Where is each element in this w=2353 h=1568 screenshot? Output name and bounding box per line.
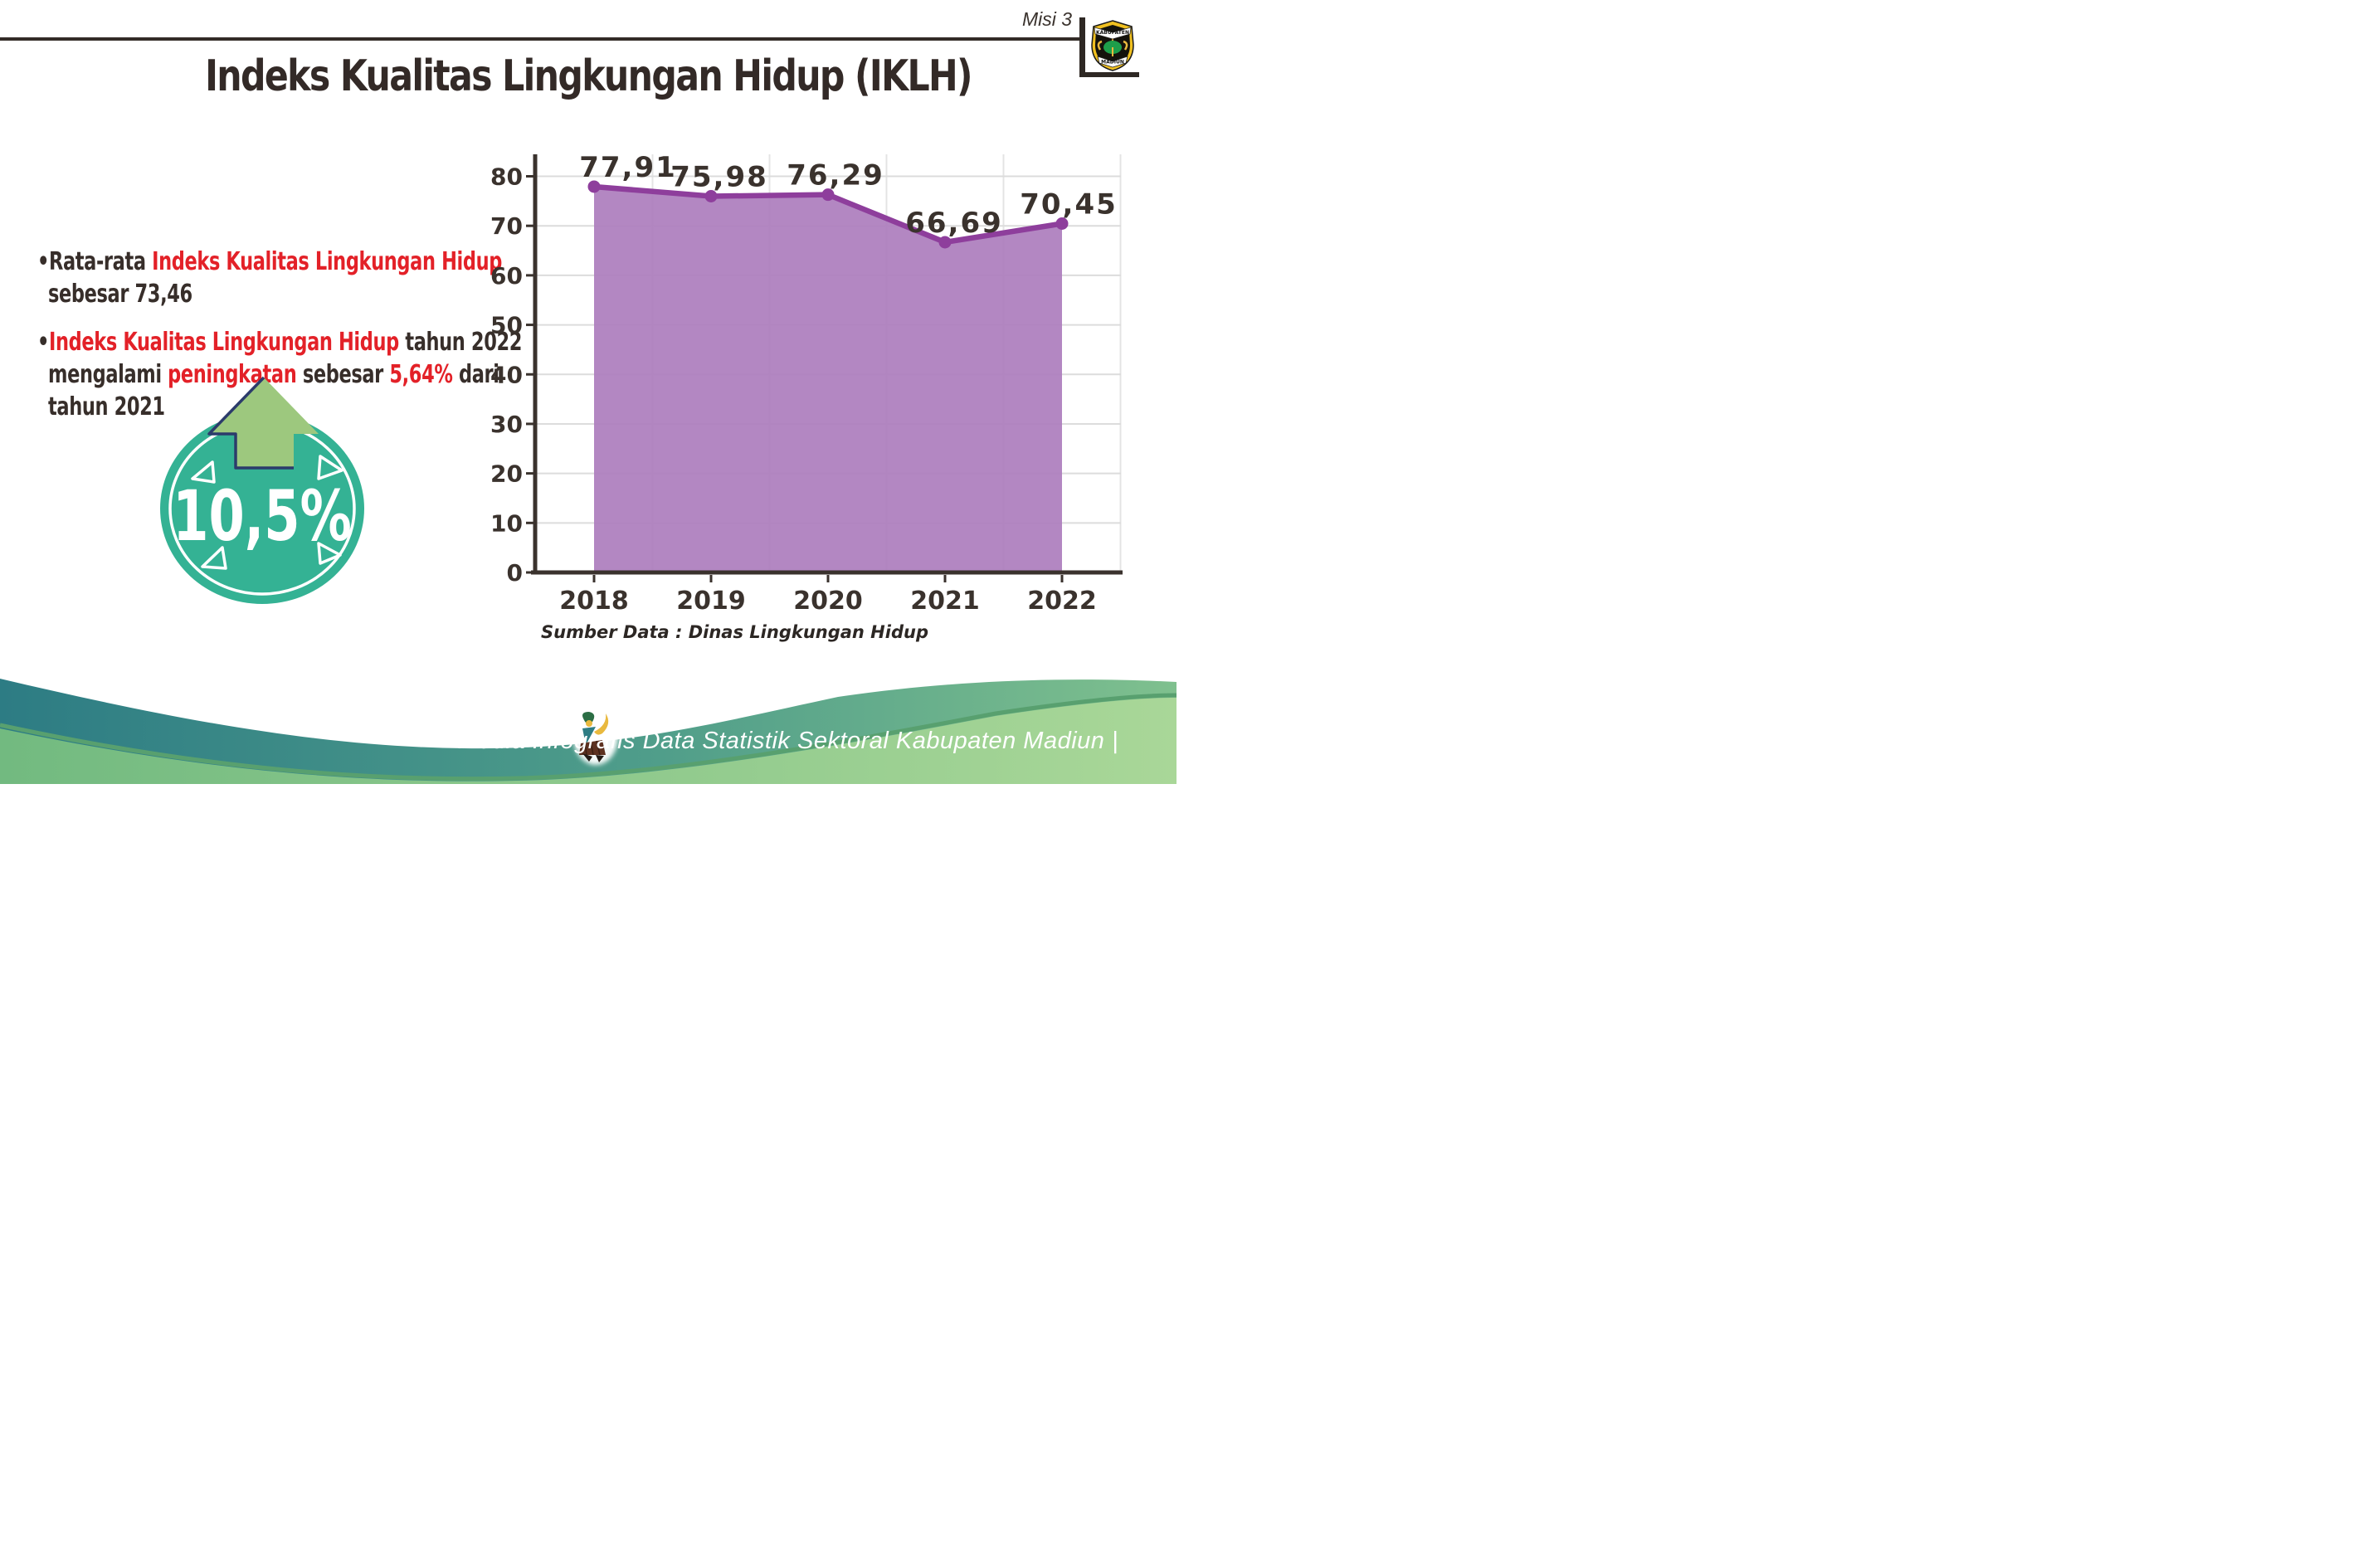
y-tick-label: 10 [490, 509, 523, 537]
x-tick-label: 2022 [1027, 587, 1097, 616]
value-label: 75,98 [670, 160, 768, 193]
footer-wave [0, 679, 1176, 784]
bullet-item-1-line-2: sebesar 73,46 [48, 280, 192, 309]
value-label: 77,91 [579, 151, 677, 184]
x-tick-label: 2021 [910, 587, 980, 616]
logo-frame-vertical [1079, 17, 1085, 77]
bullet-dot: • [37, 247, 50, 276]
logo-top-banner [1094, 27, 1132, 40]
chart-source-note: Sumber Data : Dinas Lingkungan Hidup [541, 622, 928, 642]
area-fill [594, 186, 1062, 573]
value-label: 70,45 [1020, 188, 1118, 222]
infographic-page: { "header": { "misi_label": "Misi 3", "t… [0, 0, 1176, 784]
x-tick-label: 2020 [793, 587, 863, 616]
sparkle-triangle-se [317, 542, 342, 565]
footer-caption: Media Infografis Data Statistik Sektoral… [457, 728, 1118, 754]
data-point [1055, 217, 1069, 231]
bullet-item-2-line-2: mengalami peningkatan sebesar 5,64% dari [48, 360, 499, 389]
value-label: 76,29 [787, 159, 884, 192]
logo-wings [1097, 40, 1128, 51]
value-label: 66,69 [905, 207, 1003, 240]
bullet-item-2-line-3: tahun 2021 [48, 392, 165, 421]
logo-top-text: KABUPATEN [1096, 30, 1129, 36]
bullet-item-1-line-1: •Rata-rata Indeks Kualitas Lingkungan Hi… [37, 247, 502, 276]
y-tick-label: 30 [490, 411, 523, 438]
sparkle-triangle-sw [201, 546, 227, 570]
up-arrow-outline [207, 376, 294, 470]
y-tick-label: 70 [490, 212, 523, 240]
sparkle-triangle-nw [191, 460, 216, 484]
logo-frame-horizontal [1079, 72, 1139, 77]
sparkle-triangle-ne [317, 455, 343, 480]
badge-circle [160, 413, 364, 604]
increase-badge: 10,5% [160, 376, 364, 604]
logo-bottom-text: MADIUN [1101, 60, 1124, 66]
data-point [821, 188, 835, 202]
y-tick-label: 0 [507, 559, 523, 587]
y-tick-label: 20 [490, 460, 523, 488]
data-point [587, 180, 601, 193]
misi-label: Misi 3 [1021, 8, 1072, 30]
data-point [938, 236, 952, 249]
data-point [704, 189, 718, 202]
y-tick-label: 80 [490, 163, 523, 191]
mascot-icon [573, 709, 618, 765]
x-tick-label: 2019 [676, 587, 746, 616]
bullet-item-2-line-1: •Indeks Kualitas Lingkungan Hidup tahun … [37, 328, 523, 357]
footer-green-wave [0, 698, 1176, 784]
bullet-dot: • [37, 328, 50, 357]
badge-value: 10,5% [173, 476, 352, 558]
series-line [591, 183, 1065, 246]
logo-bottom-banner [1097, 56, 1128, 68]
footer-wave-seam [0, 693, 1176, 782]
page-title: Indeks Kualitas Lingkungan Hidup (IKLH) [205, 51, 972, 101]
x-tick-label: 2018 [559, 587, 629, 616]
kabupaten-madiun-logo: KABUPATEN MADIUN [1091, 20, 1134, 71]
iklh-area-chart: 01020304050607080201877,91201975,9820207… [490, 151, 1123, 616]
header-rule [0, 37, 1080, 41]
